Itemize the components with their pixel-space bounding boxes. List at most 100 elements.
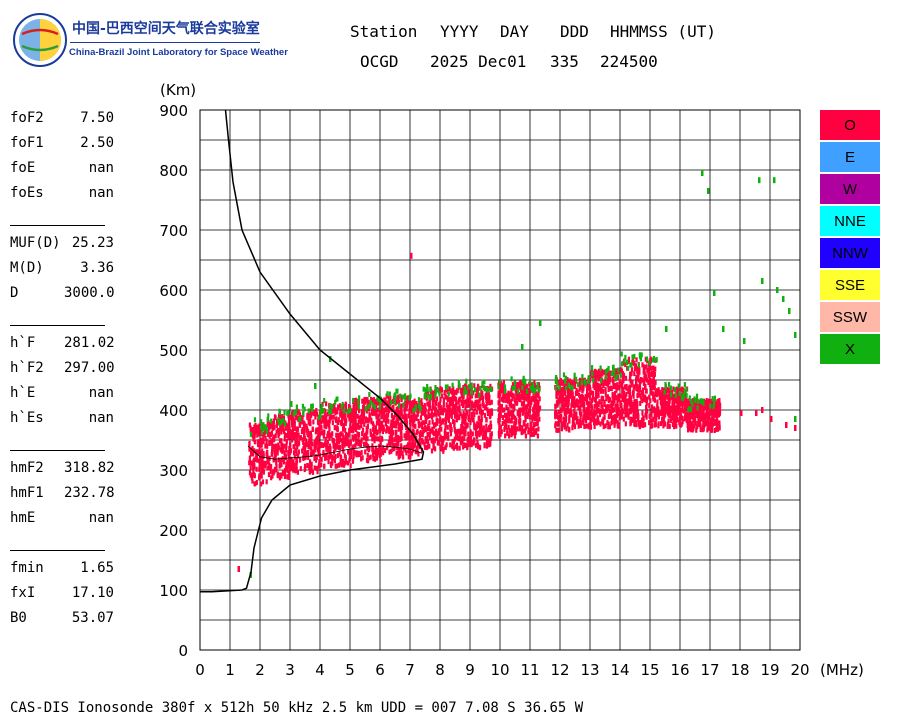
- o-trace-point: [524, 416, 527, 422]
- o-trace-point: [308, 438, 311, 444]
- o-trace-point: [366, 452, 369, 458]
- o-trace-point: [675, 404, 679, 410]
- o-trace-point: [628, 385, 632, 391]
- o-trace-point: [464, 422, 468, 428]
- o-trace-point: [293, 420, 296, 426]
- o-trace-point: [314, 447, 317, 453]
- o-trace-point: [341, 426, 345, 432]
- o-trace-point: [708, 422, 711, 428]
- o-trace-point: [668, 393, 671, 399]
- o-trace-point: [671, 401, 674, 407]
- o-trace-point: [381, 436, 384, 442]
- o-trace-point: [301, 414, 304, 420]
- o-trace-point: [692, 405, 695, 411]
- o-trace-point: [558, 397, 561, 403]
- o-trace-point: [323, 415, 326, 421]
- o-trace-point: [343, 437, 347, 443]
- o-trace-point: [349, 423, 352, 429]
- o-trace-point: [452, 386, 455, 392]
- o-trace-point: [296, 469, 300, 475]
- o-trace-point: [615, 387, 618, 393]
- o-trace-point: [253, 448, 256, 454]
- o-trace-point: [362, 441, 366, 447]
- o-trace-point: [588, 395, 591, 401]
- o-trace-point: [277, 472, 281, 478]
- o-trace-point: [568, 388, 571, 394]
- o-trace-point: [498, 416, 501, 422]
- o-trace-point: [267, 465, 271, 471]
- o-trace-point: [684, 398, 687, 404]
- o-trace-point: [668, 423, 671, 429]
- o-trace-point: [405, 420, 409, 426]
- o-trace-point: [596, 415, 599, 421]
- o-trace-point: [770, 416, 773, 422]
- o-trace-point: [683, 400, 686, 406]
- o-trace-point: [413, 442, 416, 448]
- o-trace-point: [429, 428, 433, 434]
- o-trace-point: [374, 428, 377, 434]
- o-trace-point: [644, 394, 647, 400]
- o-trace-point: [471, 417, 475, 423]
- o-trace-point: [428, 420, 431, 426]
- o-trace-point: [280, 462, 283, 468]
- o-trace-point: [679, 413, 683, 419]
- o-trace-point: [627, 359, 630, 365]
- o-trace-point: [597, 376, 600, 382]
- o-trace-point: [387, 400, 390, 406]
- o-trace-point: [405, 431, 408, 437]
- o-trace-point: [316, 427, 320, 433]
- x-trace-point: [369, 399, 372, 405]
- x-trace-point: [490, 386, 493, 392]
- o-trace-point: [428, 413, 431, 419]
- x-trace-point: [328, 409, 331, 415]
- o-trace-point: [320, 462, 323, 468]
- o-trace-point: [302, 451, 305, 457]
- o-trace-point: [392, 398, 395, 404]
- o-trace-point: [415, 445, 418, 451]
- o-trace-point: [378, 428, 382, 434]
- o-trace-point: [396, 396, 399, 402]
- x-trace-point: [713, 290, 716, 296]
- x-trace-point: [688, 395, 691, 401]
- o-trace-point: [528, 414, 531, 420]
- o-trace-point: [266, 459, 269, 465]
- o-trace-point: [302, 432, 306, 438]
- o-trace-point: [323, 409, 327, 415]
- o-trace-point: [335, 426, 339, 432]
- o-trace-point: [476, 424, 479, 430]
- o-trace-point: [403, 445, 406, 451]
- o-trace-point: [456, 445, 459, 451]
- o-trace-point: [325, 455, 328, 461]
- o-trace-point: [295, 451, 298, 457]
- o-trace-point: [300, 429, 303, 435]
- o-trace-point: [296, 444, 299, 450]
- o-trace-point: [260, 458, 263, 464]
- o-trace-point: [359, 441, 362, 447]
- o-trace-point: [701, 408, 705, 414]
- o-trace-point: [340, 455, 343, 461]
- o-trace-point: [504, 392, 507, 398]
- x-tick-label: 17: [700, 661, 719, 679]
- o-trace-point: [667, 402, 671, 408]
- o-trace-point: [256, 432, 259, 438]
- o-trace-point: [341, 417, 344, 423]
- o-trace-point: [531, 396, 534, 402]
- o-trace-point: [489, 420, 492, 426]
- o-trace-point: [486, 393, 489, 399]
- o-trace-point: [676, 417, 679, 423]
- o-trace-point: [290, 461, 293, 467]
- x-trace-point: [626, 359, 629, 365]
- x-trace-point: [438, 391, 441, 397]
- o-trace-point: [567, 393, 570, 399]
- y-tick-label: 200: [159, 522, 188, 540]
- o-trace-point: [507, 410, 510, 416]
- o-trace-point: [485, 423, 488, 429]
- o-trace-point: [324, 423, 327, 429]
- o-trace-point: [420, 410, 424, 416]
- x-tick-label: 10: [490, 661, 509, 679]
- o-trace-point: [616, 374, 619, 380]
- o-trace-point: [715, 411, 718, 417]
- o-trace-point: [662, 392, 665, 398]
- o-trace-point: [647, 373, 650, 379]
- x-trace-point: [451, 382, 454, 388]
